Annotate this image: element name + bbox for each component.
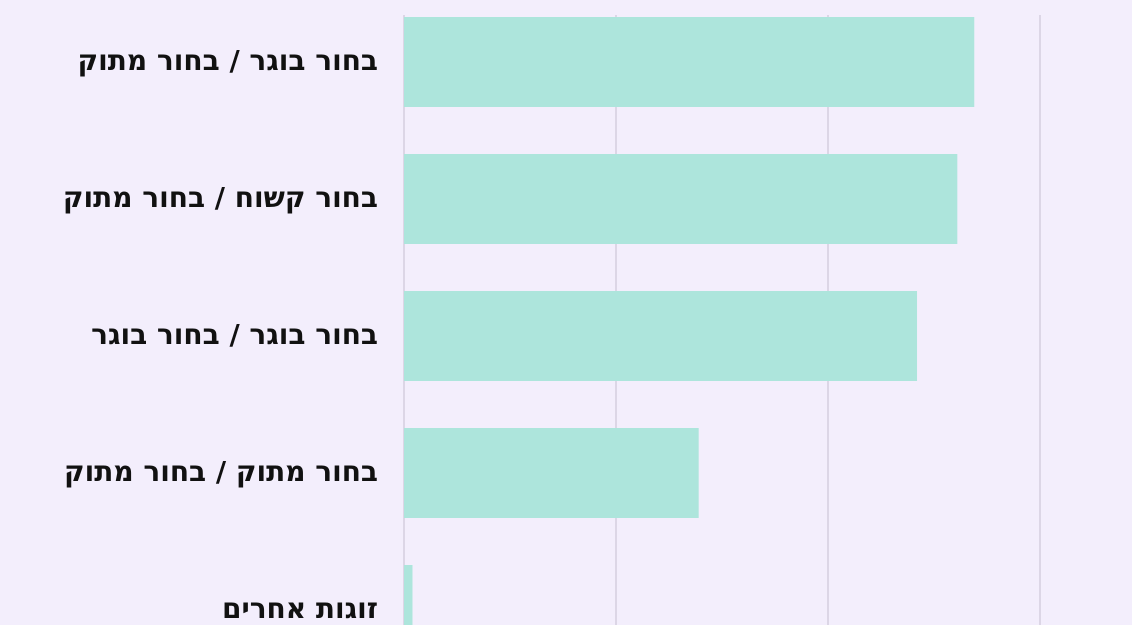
category-label: בחור קשוח / בחור מתוק [63,181,378,214]
bar [404,565,413,625]
category-label: זוגות אחרים [222,592,378,625]
category-label: בחור בוגר / בחור בוגר [91,318,378,351]
bar [404,291,918,381]
bar [404,17,975,107]
bar [404,428,699,518]
category-label: בחור בוגר / בחור מתוק [78,44,378,77]
category-label: בחור מתוק / בחור מתוק [64,455,378,488]
bar [404,154,958,244]
